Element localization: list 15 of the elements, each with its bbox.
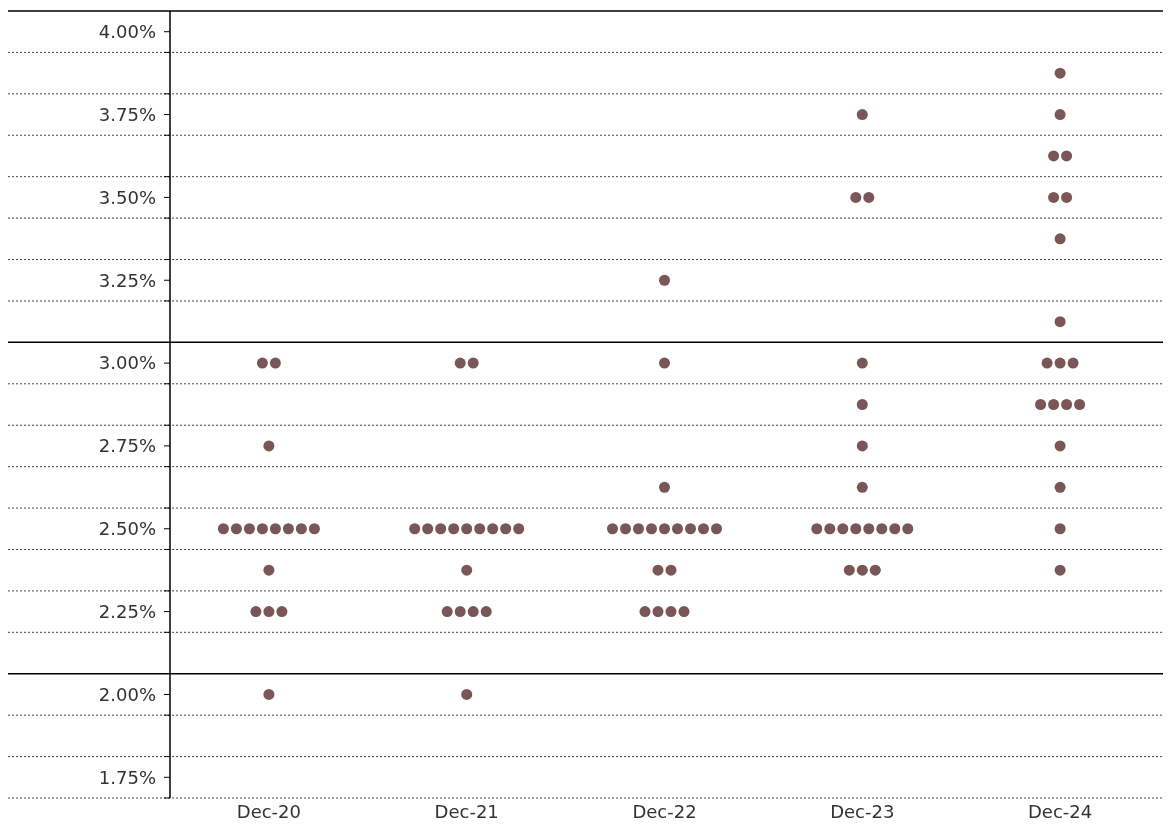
y-tick-label: 3.25% bbox=[98, 269, 156, 291]
y-tick-label: 3.00% bbox=[98, 352, 156, 374]
x-tick-label: Dec-21 bbox=[434, 801, 499, 822]
x-tick-label: Dec-22 bbox=[632, 801, 697, 822]
y-tick-label: 2.50% bbox=[98, 518, 156, 540]
y-tick-label: 2.25% bbox=[98, 600, 156, 622]
y-tick-label: 2.00% bbox=[98, 683, 156, 705]
y-tick-label: 4.00% bbox=[98, 21, 156, 43]
y-tick-label: 2.75% bbox=[98, 435, 156, 457]
y-tick-label: 3.50% bbox=[98, 186, 156, 208]
y-tick-label: 3.75% bbox=[98, 103, 156, 125]
y-tick-label: 1.75% bbox=[98, 766, 156, 788]
x-tick-label: Dec-20 bbox=[236, 801, 302, 822]
x-tick-label: Dec-23 bbox=[830, 801, 895, 822]
x-tick-label: Dec-24 bbox=[1027, 801, 1093, 822]
